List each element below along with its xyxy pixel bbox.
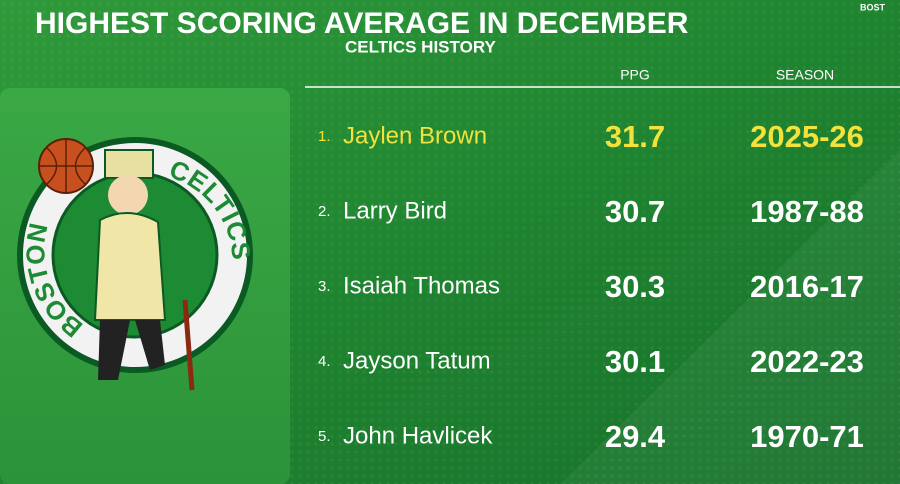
season: 1987-88 bbox=[750, 194, 864, 229]
rank: 4. bbox=[318, 353, 331, 370]
ppg: 30.3 bbox=[605, 269, 665, 304]
column-header: SEASON bbox=[776, 67, 834, 83]
rank: 1. bbox=[318, 128, 331, 145]
player-name: Isaiah Thomas bbox=[343, 272, 500, 299]
mascot-head bbox=[108, 175, 148, 215]
basketball-lines bbox=[40, 140, 92, 192]
column-header: PPG bbox=[620, 67, 650, 83]
player-name: Jaylen Brown bbox=[343, 122, 487, 149]
logo: BOSTON CELTICS bbox=[17, 137, 255, 391]
player-name: Jayson Tatum bbox=[343, 347, 491, 374]
mascot-cane bbox=[182, 299, 195, 391]
rank: 3. bbox=[318, 278, 331, 295]
rank: 2. bbox=[318, 203, 331, 220]
season: 2022-23 bbox=[750, 344, 864, 379]
ppg: 31.7 bbox=[605, 119, 665, 154]
subtitle: CELTICS HISTORY bbox=[345, 37, 496, 56]
stripe bbox=[560, 150, 900, 484]
season: 1970-71 bbox=[750, 419, 864, 454]
mascot-body bbox=[93, 212, 167, 321]
mascot-legs bbox=[98, 320, 165, 380]
ppg: 29.4 bbox=[605, 419, 666, 454]
ppg: 30.1 bbox=[605, 344, 665, 379]
table-body: 1. Jaylen Brown 31.7 2025-26 2. Larry Bird 30.… bbox=[318, 119, 864, 454]
title: HIGHEST SCORING AVERAGE IN DECEMBER bbox=[35, 7, 689, 40]
corner-text: BOST bbox=[860, 2, 886, 12]
season: 2016-17 bbox=[750, 269, 864, 304]
rank: 5. bbox=[318, 428, 331, 445]
player-name: Larry Bird bbox=[343, 197, 447, 224]
ppg: 30.7 bbox=[605, 194, 665, 229]
season: 2025-26 bbox=[750, 119, 864, 154]
player-name: John Havlicek bbox=[343, 422, 493, 449]
mascot-hat bbox=[104, 149, 154, 179]
